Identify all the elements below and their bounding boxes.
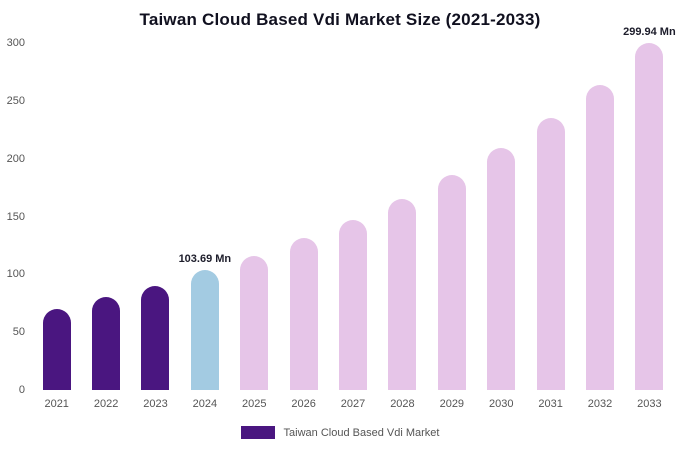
y-axis-label: 150 [6,210,25,223]
bar-column-2033: 299.94 Mn [623,26,676,390]
y-axis: 0 50 100 150 200 250 300 [0,37,28,396]
x-axis: 2021 2022 2023 2024 2025 2026 2027 2028 2029 2030… [32,398,674,410]
x-axis-label: 2032 [587,398,613,410]
bar-column-2032 [575,43,624,390]
bar-2021 [42,309,71,390]
bar-column-2024: 103.69 Mn [178,43,232,390]
legend: Taiwan Cloud Based Vdi Market [0,426,680,439]
x-axis-label: 2027 [340,398,366,410]
bar-column-2023 [131,43,180,390]
bar-column-2026 [279,43,328,390]
plot-area: 103.69 Mn 299.94 Mn [32,26,676,390]
x-axis-label: 2022 [93,398,119,410]
y-axis-label: 0 [18,384,25,396]
bar-2027 [339,219,368,390]
y-axis-label: 250 [6,94,25,107]
bar-2028 [388,199,417,390]
bar-value-label: 299.94 Mn [623,26,676,39]
bar-2030 [487,148,516,390]
bar-value-label: 103.69 Mn [178,253,232,266]
y-axis-label: 50 [12,326,25,339]
x-axis-label: 2031 [538,398,563,410]
bar-2023 [141,285,170,390]
bar-column-2029 [427,43,476,390]
x-axis-label: 2033 [637,398,662,410]
x-axis-label: 2025 [242,398,267,410]
legend-label: Taiwan Cloud Based Vdi Market [283,426,440,439]
bar-2033 [635,43,664,390]
x-axis-label: 2028 [390,398,415,410]
bar-column-2027 [328,43,377,390]
bar-2031 [536,118,565,390]
bar-column-2021 [32,43,81,390]
bar-2026 [289,238,318,390]
y-axis-label: 100 [6,268,25,281]
bar-2024 [190,270,219,390]
bar-column-2025 [230,43,279,390]
bar-column-2031 [526,43,575,390]
x-axis-label: 2026 [291,398,316,410]
legend-swatch [240,426,275,439]
bar-column-2030 [477,43,526,390]
y-axis-label: 200 [6,152,25,165]
bar-column-2028 [378,43,427,390]
y-axis-label: 300 [6,37,25,49]
bar-2025 [240,255,269,390]
x-axis-label: 2024 [192,398,218,410]
bar-2032 [585,84,614,390]
bar-column-2022 [81,43,130,390]
x-axis-label: 2030 [488,398,514,410]
bar-2022 [92,297,121,390]
x-axis-label: 2029 [439,398,465,410]
bar-2029 [437,174,466,390]
x-axis-label: 2021 [44,398,69,410]
x-axis-label: 2023 [143,398,168,410]
chart-title: Taiwan Cloud Based Vdi Market Size (2021… [139,10,541,29]
